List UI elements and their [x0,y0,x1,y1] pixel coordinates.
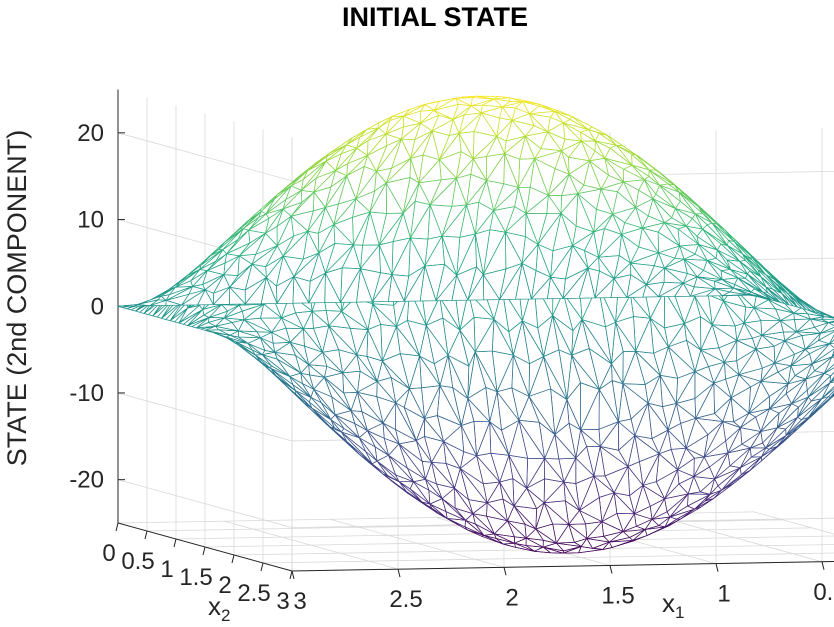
x2-tick-label: 1.5 [179,564,212,591]
x1-tick-label: 1 [717,581,730,608]
x1-tick-mark [504,567,506,575]
x2-tick-mark [174,539,176,547]
x2-tick-mark [290,571,292,579]
x1-axis-line [292,560,834,571]
x1-axis-subscript: 1 [675,603,684,622]
x1-tick-label: 2.5 [389,586,422,613]
floor-grid-line [263,552,834,563]
x2-tick-mark [116,523,118,531]
mesh-triangle [118,305,138,307]
chart-title: INITIAL STATE [342,2,528,32]
x1-tick-label: 2 [505,584,518,611]
z-tick-label: -10 [69,380,104,407]
x1-axis-label: x1 [662,588,684,622]
x2-axis-subscript: 2 [221,606,230,622]
z-tick-label: 20 [77,120,104,147]
surface-mesh [118,96,834,553]
x2-tick-mark [261,563,263,571]
x1-tick-mark [610,565,612,573]
x2-tick-label: 0 [102,540,115,567]
x2-tick-label: 2.5 [237,580,270,607]
z-tick-label: 10 [77,207,104,234]
x1-tick-mark [716,564,718,572]
x1-tick-mark [822,562,824,570]
x2-tick-label: 1 [160,556,173,583]
z-tick-label: 0 [91,293,104,320]
z-tick-label: -20 [69,467,104,494]
x1-tick-label: 0.5 [813,579,834,606]
x1-tick-mark [398,569,400,577]
x2-tick-mark [232,555,234,563]
x2-tick-mark [145,531,147,539]
z-axis-label: STATE (2nd COMPONENT) [2,130,32,467]
x2-tick-label: 3 [276,588,289,615]
x2-tick-mark [203,547,205,555]
x1-tick-label: 1.5 [601,582,634,609]
x1-tick-mark [292,571,294,579]
x1-tick-label: 3 [293,588,306,615]
x2-tick-label: 0.5 [121,548,154,575]
